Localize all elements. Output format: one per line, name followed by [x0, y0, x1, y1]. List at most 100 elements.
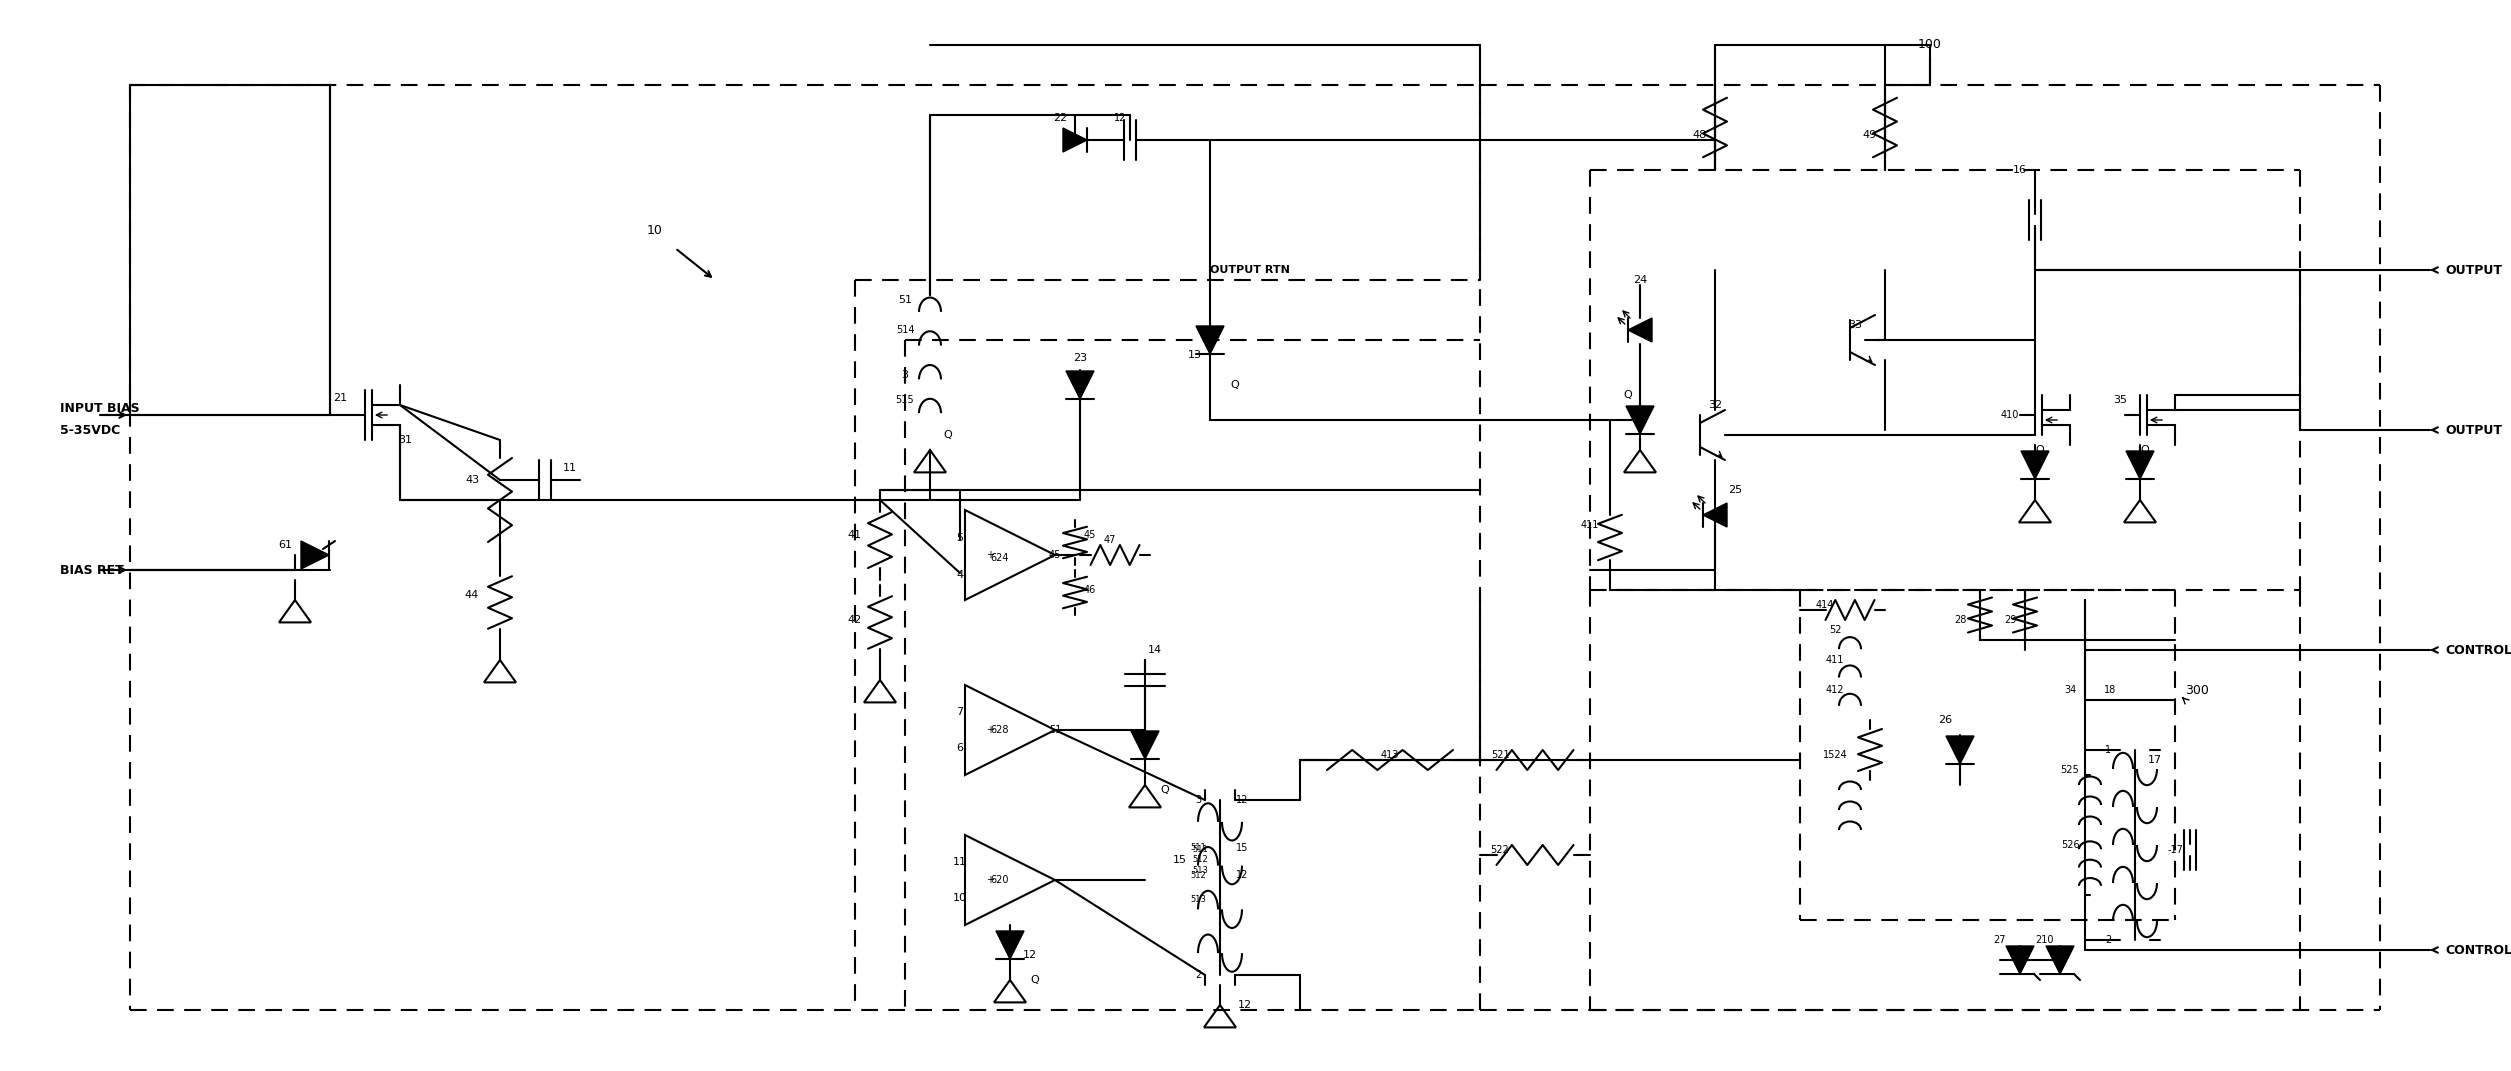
Text: 5: 5 — [957, 533, 964, 543]
Text: 42: 42 — [849, 615, 861, 625]
Polygon shape — [2046, 946, 2074, 974]
Polygon shape — [997, 931, 1024, 959]
Text: 17: 17 — [2147, 755, 2162, 765]
Text: 412: 412 — [1825, 685, 1843, 695]
Text: 5-35VDC: 5-35VDC — [60, 423, 121, 437]
Text: 522: 522 — [1492, 845, 1509, 855]
Text: 4: 4 — [957, 570, 964, 580]
Text: 24: 24 — [1632, 275, 1647, 285]
Text: 29: 29 — [2004, 615, 2016, 625]
Text: BIAS RET: BIAS RET — [60, 563, 123, 576]
Text: OUTPUT RTN: OUTPUT RTN — [1210, 265, 1291, 275]
Polygon shape — [1195, 326, 1223, 355]
Text: +: + — [987, 725, 994, 735]
Text: 210: 210 — [2036, 935, 2054, 945]
Text: 10: 10 — [648, 224, 663, 237]
Text: Q: Q — [1160, 785, 1170, 795]
Text: 12: 12 — [1235, 795, 1248, 805]
Text: 413: 413 — [1381, 750, 1399, 760]
Text: 521: 521 — [1492, 750, 1509, 760]
Text: INPUT BIAS: INPUT BIAS — [60, 402, 141, 414]
Text: 26: 26 — [1938, 715, 1951, 725]
Text: 35: 35 — [2112, 395, 2127, 405]
Text: 514: 514 — [896, 325, 914, 335]
Text: +: + — [987, 550, 994, 560]
Text: 21: 21 — [334, 393, 347, 403]
Text: 22: 22 — [1052, 114, 1067, 123]
Text: 2: 2 — [2104, 935, 2112, 945]
Text: 41: 41 — [849, 530, 861, 540]
Polygon shape — [1062, 129, 1087, 152]
Text: 16: 16 — [2014, 165, 2026, 175]
Text: 100: 100 — [1918, 39, 1941, 51]
Text: 31: 31 — [399, 435, 412, 444]
Text: 28: 28 — [1954, 615, 1966, 625]
Text: 12: 12 — [1022, 950, 1037, 960]
Text: 45: 45 — [1050, 550, 1062, 560]
Text: Q: Q — [1625, 390, 1632, 399]
Text: 51: 51 — [1050, 725, 1062, 735]
Text: 515: 515 — [896, 395, 914, 405]
Text: 511
512
513: 511 512 513 — [1193, 845, 1208, 875]
Text: 526: 526 — [2062, 840, 2079, 850]
Text: OUTPUT: OUTPUT — [2446, 263, 2501, 276]
Text: 27: 27 — [1994, 935, 2006, 945]
Text: OUTPUT: OUTPUT — [2446, 423, 2501, 437]
Text: 10: 10 — [954, 893, 967, 903]
Text: 15: 15 — [1235, 843, 1248, 853]
Text: 25: 25 — [1728, 485, 1743, 495]
Polygon shape — [1702, 503, 1728, 527]
Text: 61: 61 — [279, 540, 291, 550]
Text: 18: 18 — [2104, 685, 2117, 695]
Text: Q: Q — [1230, 380, 1240, 390]
Text: Q: Q — [944, 429, 952, 440]
Text: Q: Q — [2139, 444, 2149, 455]
Text: 45: 45 — [1085, 530, 1097, 540]
Polygon shape — [2006, 946, 2034, 974]
Text: 52: 52 — [1828, 625, 1841, 635]
Text: 628: 628 — [992, 725, 1009, 735]
Text: 1524: 1524 — [1823, 750, 1848, 760]
Text: 44: 44 — [465, 590, 480, 600]
Text: +: + — [987, 875, 994, 885]
Text: 414: 414 — [1815, 600, 1833, 610]
Text: 12: 12 — [1238, 1000, 1253, 1010]
Text: 3: 3 — [1195, 795, 1200, 805]
Text: 2: 2 — [1195, 970, 1200, 980]
Text: 43: 43 — [465, 476, 480, 485]
Polygon shape — [1627, 406, 1655, 434]
Text: 51: 51 — [899, 295, 911, 305]
Polygon shape — [2127, 451, 2154, 479]
Text: 46: 46 — [1085, 585, 1097, 595]
Polygon shape — [1130, 731, 1160, 759]
Text: 12: 12 — [1115, 114, 1127, 123]
Polygon shape — [1627, 318, 1652, 342]
Text: 3: 3 — [901, 369, 909, 380]
Polygon shape — [1067, 371, 1095, 399]
Polygon shape — [1946, 736, 1974, 764]
Text: 32: 32 — [1707, 399, 1723, 410]
Text: 12: 12 — [1235, 870, 1248, 880]
Text: 525: 525 — [2062, 765, 2079, 775]
Text: 624: 624 — [992, 553, 1009, 563]
Text: 33: 33 — [1848, 320, 1863, 330]
Text: 300: 300 — [2185, 683, 2210, 696]
Text: 47: 47 — [1105, 536, 1117, 545]
Text: 15: 15 — [1173, 855, 1188, 865]
Text: 48: 48 — [1692, 130, 1707, 140]
Text: 6: 6 — [957, 743, 964, 753]
Text: -17: -17 — [2167, 845, 2182, 855]
Text: 49: 49 — [1863, 130, 1878, 140]
Text: 34: 34 — [2064, 685, 2077, 695]
Text: CONTROL: CONTROL — [2446, 644, 2511, 657]
Text: 511: 511 — [1190, 844, 1205, 853]
Text: 13: 13 — [1188, 350, 1203, 360]
Polygon shape — [2021, 451, 2049, 479]
Text: 11: 11 — [562, 463, 578, 473]
Text: 513: 513 — [1190, 895, 1205, 905]
Text: 7: 7 — [957, 707, 964, 716]
Polygon shape — [301, 541, 329, 569]
Text: 23: 23 — [1072, 353, 1087, 363]
Text: 1: 1 — [2104, 745, 2112, 755]
Text: 411: 411 — [1825, 655, 1843, 665]
